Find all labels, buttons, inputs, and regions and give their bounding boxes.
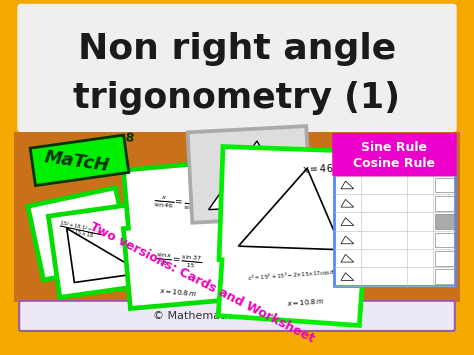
Polygon shape xyxy=(31,190,128,277)
Polygon shape xyxy=(46,200,161,300)
FancyBboxPatch shape xyxy=(332,133,457,176)
Text: Two versions: Cards and Worksheet: Two versions: Cards and Worksheet xyxy=(88,220,317,345)
Text: $x = 46.2°$: $x = 46.2°$ xyxy=(302,161,347,175)
Polygon shape xyxy=(126,222,231,306)
Bar xyxy=(435,196,454,211)
Bar xyxy=(14,132,460,302)
Bar xyxy=(334,146,455,158)
Polygon shape xyxy=(121,217,236,311)
Polygon shape xyxy=(341,273,354,280)
Text: 8: 8 xyxy=(123,132,134,146)
Bar xyxy=(334,146,455,286)
Text: $\frac{x}{\sin 46}=\frac{15}{\sin 37}$: $\frac{x}{\sin 46}=\frac{15}{\sin 37}$ xyxy=(153,192,204,213)
Polygon shape xyxy=(217,144,367,267)
Bar xyxy=(435,214,454,229)
Polygon shape xyxy=(67,228,143,283)
Bar xyxy=(435,269,454,284)
Polygon shape xyxy=(30,135,129,186)
Bar xyxy=(435,178,454,192)
Text: © Mathematics Manipulatives: © Mathematics Manipulatives xyxy=(153,311,321,321)
FancyBboxPatch shape xyxy=(17,4,457,132)
Text: Sine Rule: Sine Rule xyxy=(362,141,428,154)
Text: trigonometry (1): trigonometry (1) xyxy=(73,81,401,115)
Text: MaTcH: MaTcH xyxy=(43,148,110,175)
Polygon shape xyxy=(341,218,354,225)
Polygon shape xyxy=(341,236,354,244)
Polygon shape xyxy=(186,124,313,225)
Polygon shape xyxy=(121,159,236,252)
Text: $c^2=15^2+15^2-2{\times}15{\times}17\cos\theta$: $c^2=15^2+15^2-2{\times}15{\times}17\cos… xyxy=(248,268,336,283)
Text: $\frac{\sin x}{18}=\frac{\sin 37}{15}$: $\frac{\sin x}{18}=\frac{\sin 37}{15}$ xyxy=(155,251,202,272)
Polygon shape xyxy=(25,185,134,283)
Text: Cosine Rule: Cosine Rule xyxy=(354,157,436,170)
Polygon shape xyxy=(341,255,354,262)
Polygon shape xyxy=(341,181,354,189)
Polygon shape xyxy=(190,128,309,221)
Text: Non right angle: Non right angle xyxy=(78,32,396,66)
Polygon shape xyxy=(126,164,231,247)
Polygon shape xyxy=(221,234,363,323)
Text: $\frac{15^2+18.1^2-...}{2\times15\times18}$: $\frac{15^2+18.1^2-...}{2\times15\times1… xyxy=(57,219,102,243)
Bar xyxy=(435,159,454,174)
FancyBboxPatch shape xyxy=(19,301,455,331)
Text: $x = 10.8\,m$: $x = 10.8\,m$ xyxy=(287,296,325,307)
Bar xyxy=(435,233,454,247)
Text: Non right-angle trig: Non right-angle trig xyxy=(370,149,419,154)
Bar xyxy=(435,251,454,266)
Polygon shape xyxy=(51,205,155,295)
Polygon shape xyxy=(209,141,293,210)
Polygon shape xyxy=(221,149,362,262)
Polygon shape xyxy=(341,163,354,170)
Polygon shape xyxy=(238,168,342,250)
Polygon shape xyxy=(216,228,368,328)
Polygon shape xyxy=(341,200,354,207)
Text: $x = 10.8\,m$: $x = 10.8\,m$ xyxy=(159,286,198,299)
